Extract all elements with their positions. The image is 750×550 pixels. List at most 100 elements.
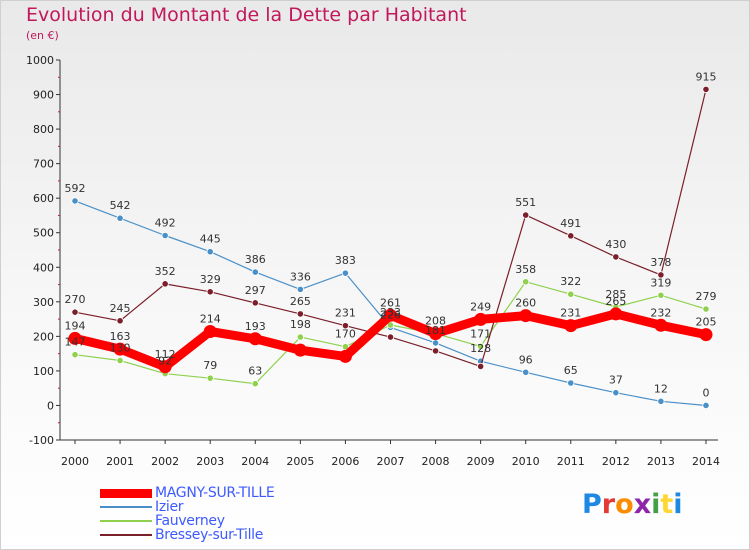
series-point-2 (477, 342, 485, 350)
series-point-0 (609, 307, 623, 321)
series-point-1 (161, 231, 169, 240)
data-label-2: 147 (65, 336, 86, 349)
data-label-0: 249 (470, 300, 491, 313)
data-label-2: 358 (515, 263, 536, 276)
data-label-1: 37 (609, 374, 623, 387)
series-point-2 (116, 356, 124, 365)
logo-letter: i (673, 489, 683, 520)
legend-label-magny: MAGNY-SUR-TILLE (155, 485, 275, 501)
y-tick-label: 800 (33, 123, 54, 136)
data-label-0: 231 (560, 307, 581, 320)
series-point-1 (522, 368, 530, 376)
logo-letter: P (582, 489, 602, 520)
data-label-1: 226 (380, 308, 401, 321)
y-tick-label: 400 (33, 261, 54, 274)
series-point-2 (702, 305, 710, 313)
x-tick-label: 2008 (422, 455, 450, 468)
data-label-1: 336 (290, 270, 311, 283)
data-label-2: 233 (380, 306, 401, 319)
logo-letter: r (601, 489, 616, 520)
series-point-0 (338, 349, 352, 363)
data-label-1: 386 (245, 253, 266, 266)
logo-letter: t (660, 489, 674, 520)
data-label-1: 592 (65, 182, 86, 195)
data-label-2: 130 (110, 342, 131, 355)
series-point-3 (386, 333, 395, 341)
series-point-1 (251, 268, 259, 276)
series-point-3 (341, 322, 350, 330)
data-label-1: 65 (564, 364, 578, 377)
series-point-1 (116, 214, 124, 222)
series-point-0 (293, 343, 307, 357)
data-label-0: 214 (200, 313, 221, 326)
y-tick-label: -100 (29, 434, 54, 447)
data-label-2: 63 (248, 365, 262, 378)
series-point-0 (383, 308, 397, 322)
series-point-0 (248, 332, 262, 346)
series-point-2 (522, 278, 530, 286)
y-tick-label: 900 (33, 89, 54, 102)
series-point-1 (206, 248, 214, 256)
data-label-0: 265 (605, 295, 626, 308)
series-point-2 (567, 290, 575, 298)
data-label-0: 261 (380, 296, 401, 309)
series-point-1 (567, 379, 575, 387)
x-tick-label: 2000 (61, 455, 89, 468)
data-label-1: 0 (702, 386, 709, 399)
x-tick-label: 2010 (512, 455, 540, 468)
series-point-3 (296, 310, 304, 318)
data-label-0: 205 (695, 316, 716, 329)
series-point-0 (699, 328, 713, 342)
data-label-2: 319 (650, 276, 671, 289)
data-label-2: 285 (605, 288, 626, 301)
data-label-3: 491 (560, 217, 581, 230)
series-point-1 (71, 197, 79, 205)
series-point-3 (612, 253, 620, 261)
x-tick-label: 2013 (647, 455, 675, 468)
y-tick-label: 1000 (26, 54, 54, 67)
series-point-0 (474, 312, 488, 326)
series-point-1 (702, 401, 710, 410)
series-point-0 (203, 325, 217, 339)
data-label-1: 181 (425, 324, 446, 337)
series-point-3 (251, 299, 259, 307)
unit-label: (en €) (26, 29, 59, 42)
y-tick-label: 700 (33, 158, 54, 171)
x-tick-label: 2012 (602, 455, 630, 468)
y-tick-label: 500 (33, 227, 54, 240)
x-tick-label: 2005 (286, 455, 314, 468)
data-label-3: 352 (155, 265, 176, 278)
data-label-3: 245 (110, 302, 131, 315)
legend-label-bressey: Bressey-sur-Tille (155, 527, 264, 543)
series-point-2 (657, 291, 665, 299)
data-label-2: 92 (158, 355, 172, 368)
proxiti-logo: Proxiti (582, 489, 683, 520)
data-label-3: 231 (335, 307, 356, 320)
series-point-3 (206, 288, 214, 296)
x-tick-label: 2001 (106, 455, 134, 468)
data-label-3: 270 (65, 293, 86, 306)
y-tick-label: 0 (47, 399, 54, 412)
x-tick-label: 2011 (557, 455, 585, 468)
series-point-2 (206, 374, 214, 382)
data-label-2: 170 (335, 328, 356, 341)
data-label-1: 12 (654, 382, 668, 395)
series-point-1 (341, 269, 350, 277)
data-label-2: 322 (560, 275, 581, 288)
data-label-3: 329 (200, 273, 221, 286)
data-label-0: 260 (515, 297, 536, 310)
chart-title: Evolution du Montant de la Dette par Hab… (26, 4, 467, 26)
series-point-1 (431, 339, 440, 347)
data-label-3: 430 (605, 238, 626, 251)
series-point-3 (161, 280, 169, 288)
y-tick-label: 300 (33, 296, 54, 309)
legend-label-izier: Izier (155, 499, 184, 515)
y-tick-label: 100 (33, 365, 54, 378)
series-point-2 (71, 351, 79, 359)
x-tick-label: 2006 (331, 455, 359, 468)
data-label-1: 542 (110, 199, 131, 212)
y-tick-label: 200 (33, 330, 54, 343)
series-point-0 (113, 342, 127, 356)
